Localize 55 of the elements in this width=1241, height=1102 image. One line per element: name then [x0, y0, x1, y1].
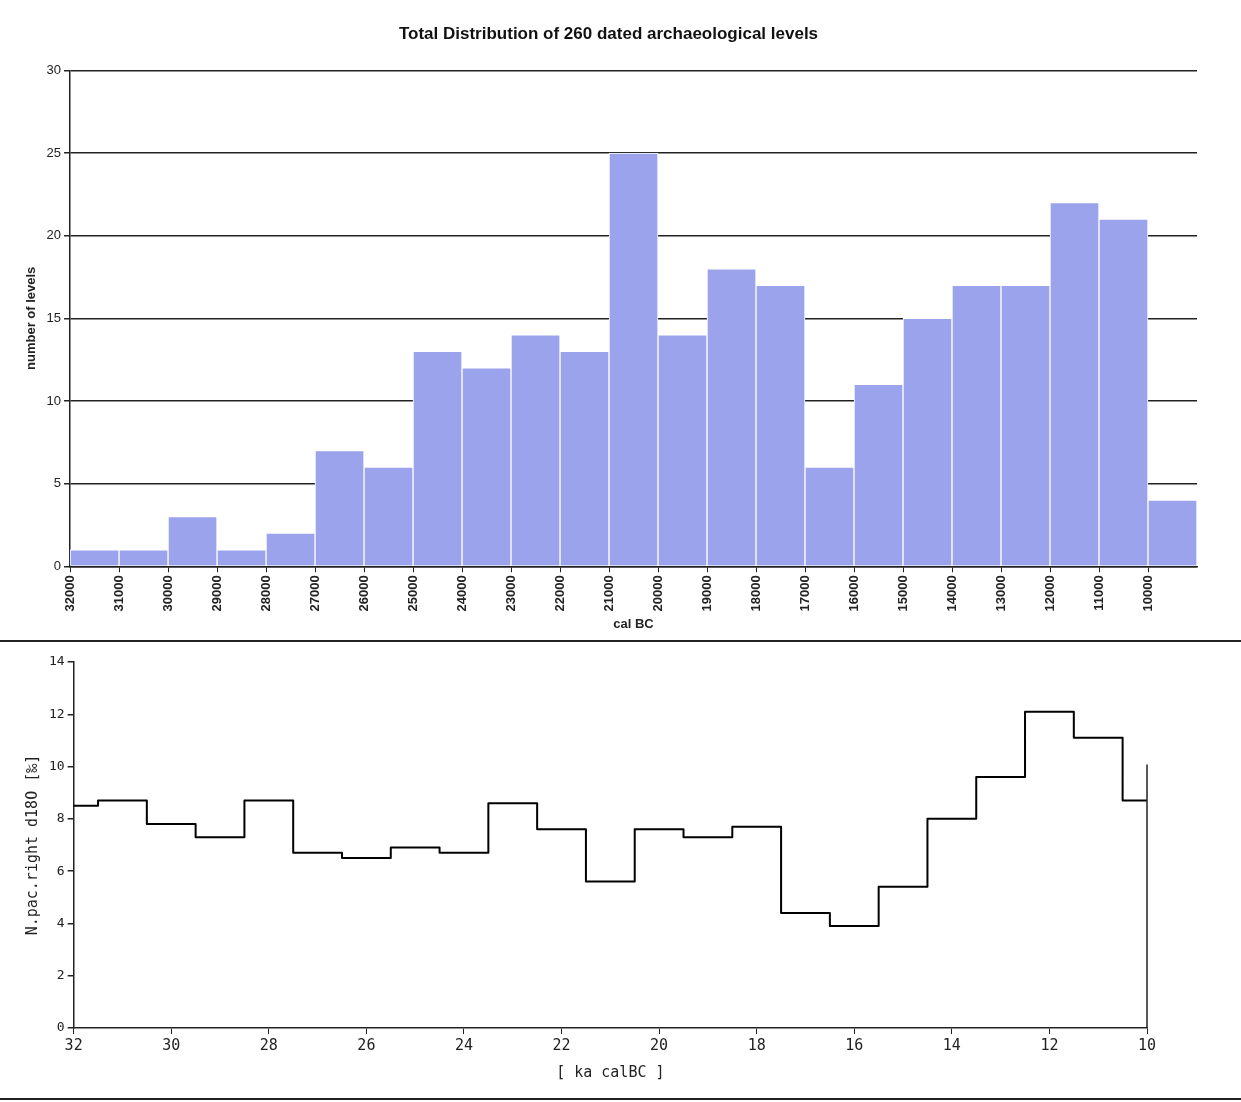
- x-tick-label: 24: [454, 1035, 473, 1054]
- x-tick-label: 10: [1137, 1035, 1157, 1054]
- y-tick-label: 0: [56, 1019, 65, 1035]
- x-tick-label: 28: [259, 1035, 278, 1054]
- x-tick-label: 27000: [306, 575, 322, 612]
- x-tick-label: 18: [747, 1035, 766, 1054]
- x-tick-label: 12: [1040, 1035, 1059, 1054]
- x-tick-label: 14000: [943, 575, 959, 612]
- x-tick-label: 19000: [698, 575, 714, 612]
- x-tick-label: 30: [162, 1035, 181, 1054]
- y-tick-label: 10: [49, 757, 65, 773]
- chart-title: Total Distribution of 260 dated archaeological levels: [398, 23, 819, 43]
- y-tick-label: 12: [49, 705, 65, 721]
- x-tick-label: 22: [552, 1035, 571, 1054]
- x-tick-label: 32000: [61, 575, 77, 612]
- x-tick-label: 14: [942, 1035, 961, 1054]
- x-tick-label: 16: [845, 1035, 864, 1054]
- x-tick-label: 30000: [159, 575, 175, 612]
- x-tick-label: 15000: [894, 575, 910, 612]
- x-tick-label: 18000: [747, 575, 763, 612]
- y-axis-title: N.pac.right d18O [‰]: [22, 754, 41, 936]
- x-tick-label: 25000: [404, 575, 420, 612]
- x-tick-label: 24000: [453, 575, 469, 612]
- y-tick-label: 15: [46, 309, 62, 325]
- y-tick-label: 6: [56, 862, 65, 878]
- x-tick-label: 12000: [1041, 575, 1057, 612]
- x-tick-label: 16000: [845, 575, 861, 612]
- x-tick-label: 28000: [257, 575, 273, 612]
- x-tick-label: 23000: [502, 575, 518, 612]
- y-tick-label: 30: [46, 61, 62, 77]
- x-tick-label: 13000: [992, 575, 1008, 612]
- x-tick-label: 26000: [355, 575, 371, 612]
- y-tick-label: 14: [49, 653, 65, 669]
- y-axis-title: number of levels: [23, 266, 39, 370]
- y-tick-label: 2: [56, 967, 65, 983]
- y-tick-label: 10: [46, 392, 62, 408]
- x-tick-label: 17000: [796, 575, 812, 612]
- x-tick-label: 29000: [208, 575, 224, 612]
- x-tick-label: 20000: [649, 575, 665, 612]
- x-tick-label: 10000: [1139, 575, 1155, 612]
- y-tick-label: 8: [56, 810, 65, 826]
- y-tick-label: 5: [53, 475, 62, 491]
- x-tick-label: 32: [64, 1035, 83, 1054]
- x-tick-label: 31000: [110, 575, 126, 612]
- x-tick-label: 20: [650, 1035, 669, 1054]
- y-tick-label: 25: [46, 144, 62, 160]
- x-axis-title: cal BC: [613, 615, 655, 631]
- y-tick-label: 4: [56, 914, 65, 930]
- x-tick-label: 22000: [551, 575, 567, 612]
- x-tick-label: 26: [357, 1035, 376, 1054]
- y-tick-label: 20: [46, 227, 62, 243]
- x-tick-label: 11000: [1090, 575, 1106, 611]
- y-tick-label: 0: [53, 557, 62, 573]
- x-tick-label: 21000: [600, 575, 616, 612]
- x-axis-title: [ ka calBC ]: [556, 1062, 665, 1081]
